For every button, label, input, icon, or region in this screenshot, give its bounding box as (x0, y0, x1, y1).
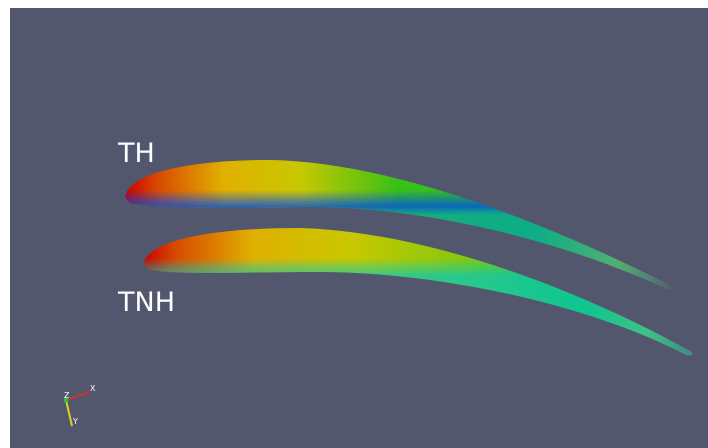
viewport-background (10, 8, 708, 448)
y-axis (65, 399, 73, 427)
blade-th (125, 160, 673, 290)
z-axis (63, 397, 69, 403)
label-th: TH (117, 138, 155, 169)
label-tnh: TNH (117, 287, 175, 318)
z-axis-label: Z (64, 391, 70, 400)
x-axis-label: X (90, 384, 96, 393)
orientation-axes: X Y Z (63, 384, 96, 427)
blade-tnh (143, 228, 693, 356)
y-axis-label: Y (72, 417, 78, 426)
x-axis (65, 391, 91, 401)
